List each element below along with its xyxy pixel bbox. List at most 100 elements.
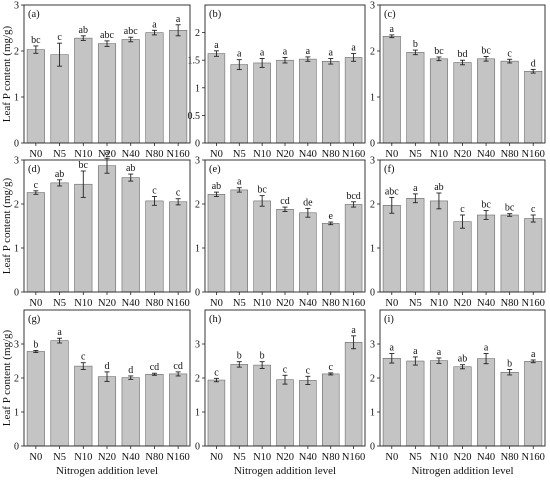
y-tick-label: 1 xyxy=(14,244,19,255)
y-tick-label: 1 xyxy=(370,93,375,104)
y-tick-label: 0 xyxy=(14,442,19,453)
error-bar xyxy=(213,50,219,57)
error-bar xyxy=(412,356,418,366)
panel-h: c N0 b N5 b N10 c N20 c N40 c N80 a N160 0 1 2 3 (h) xyxy=(195,309,366,463)
error-bar xyxy=(128,36,134,43)
x-axis-title: Nitrogen addition level xyxy=(411,465,513,477)
y-tick-label: 3 xyxy=(195,156,200,167)
panel-g: b N0 a N5 c N10 d N20 d N40 cd N80 cd N160 0 1 2 3 (g) xyxy=(14,309,191,463)
error-bar xyxy=(57,337,63,344)
significance-label: ab xyxy=(126,163,135,174)
panel-frame xyxy=(23,159,191,293)
x-tick-label: N0 xyxy=(210,149,223,160)
x-tick-label: N20 xyxy=(453,149,471,160)
error-bar xyxy=(460,364,465,370)
panel-frame xyxy=(379,159,546,293)
error-bar xyxy=(507,369,513,376)
bar xyxy=(253,62,271,144)
significance-label: a xyxy=(328,48,333,59)
panel-label: (g) xyxy=(28,314,41,325)
y-tick-label: 0 xyxy=(14,288,19,299)
error-bar xyxy=(436,56,442,62)
significance-label: d xyxy=(531,58,536,69)
x-tick-label: N10 xyxy=(74,149,92,160)
error-bar xyxy=(305,56,311,62)
x-tick-label: N80 xyxy=(501,298,519,309)
panel-frame xyxy=(204,4,366,144)
significance-label: c xyxy=(81,352,86,363)
error-bar xyxy=(57,42,63,67)
x-tick-label: N5 xyxy=(233,149,246,160)
y-tick-label: 1.5 xyxy=(188,56,201,67)
y-tick-label: 0.5 xyxy=(188,111,201,122)
bar xyxy=(121,39,140,144)
x-tick-label: N10 xyxy=(253,149,271,160)
error-bar xyxy=(436,192,442,210)
bar xyxy=(524,361,543,447)
bar xyxy=(299,58,317,144)
bar xyxy=(169,373,188,447)
error-bar xyxy=(175,371,181,377)
error-bar xyxy=(389,196,395,214)
bar xyxy=(169,30,188,144)
y-tick-label: 1 xyxy=(370,408,375,419)
error-bar xyxy=(80,170,86,198)
panel-frame xyxy=(204,309,366,447)
error-bar xyxy=(128,375,134,380)
panel-label: (c) xyxy=(384,9,396,20)
x-axis-title: Nitrogen addition level xyxy=(234,465,336,477)
x-tick-label: N40 xyxy=(477,298,495,309)
significance-label: bc xyxy=(481,46,491,57)
panel-f: abc N0 a N5 ab N10 c N20 bc N40 bc N80 c N160 0 1 2 3 (f) xyxy=(370,156,546,309)
error-bar xyxy=(328,372,334,376)
x-tick-label: N20 xyxy=(98,452,116,463)
significance-label: bd xyxy=(458,49,468,60)
y-tick-label: 3 xyxy=(195,340,200,351)
bar xyxy=(207,53,226,144)
panel-c: a N0 b N5 bc N10 bd N20 bc N40 c N80 d N160 0 1 2 3 (c) xyxy=(370,1,546,160)
x-tick-label: N10 xyxy=(430,149,448,160)
significance-label: bc xyxy=(31,35,41,46)
x-tick-label: N160 xyxy=(166,298,189,309)
x-tick-label: N40 xyxy=(477,452,495,463)
significance-label: b xyxy=(413,39,418,50)
bar xyxy=(97,43,117,144)
significance-label: a xyxy=(390,343,395,354)
significance-label: cd xyxy=(173,361,182,372)
bar xyxy=(322,223,340,293)
bar xyxy=(453,62,472,144)
y-tick-label: 1 xyxy=(195,244,200,255)
error-bar xyxy=(236,187,242,193)
x-tick-label: N20 xyxy=(98,298,116,309)
significance-label: bc xyxy=(257,185,267,196)
x-tick-label: N20 xyxy=(453,298,471,309)
error-bar xyxy=(175,198,181,206)
x-axis-title: Nitrogen addition level xyxy=(56,465,158,477)
error-bar xyxy=(483,56,489,62)
x-tick-label: N40 xyxy=(122,298,140,309)
significance-label: a xyxy=(531,349,536,360)
error-bar xyxy=(151,372,157,376)
error-bar xyxy=(282,56,288,64)
x-tick-label: N20 xyxy=(276,298,294,309)
error-bar xyxy=(213,377,219,383)
y-tick-label: 2 xyxy=(370,374,375,385)
error-bar xyxy=(389,353,395,364)
x-tick-label: N5 xyxy=(53,298,66,309)
y-tick-label: 2 xyxy=(195,374,200,385)
bar xyxy=(453,221,472,293)
x-tick-label: N0 xyxy=(385,298,398,309)
bar xyxy=(230,364,248,447)
x-tick-label: N40 xyxy=(122,149,140,160)
y-tick-label: 1 xyxy=(195,83,200,94)
y-tick-label: 0 xyxy=(195,288,200,299)
bar xyxy=(453,366,472,447)
bar xyxy=(524,70,543,144)
bar xyxy=(500,214,519,293)
x-tick-label: N20 xyxy=(276,149,294,160)
significance-label: ab xyxy=(79,25,88,36)
x-tick-label: N80 xyxy=(145,298,163,309)
significance-label: c xyxy=(57,32,62,43)
y-tick-label: 3 xyxy=(370,156,375,167)
